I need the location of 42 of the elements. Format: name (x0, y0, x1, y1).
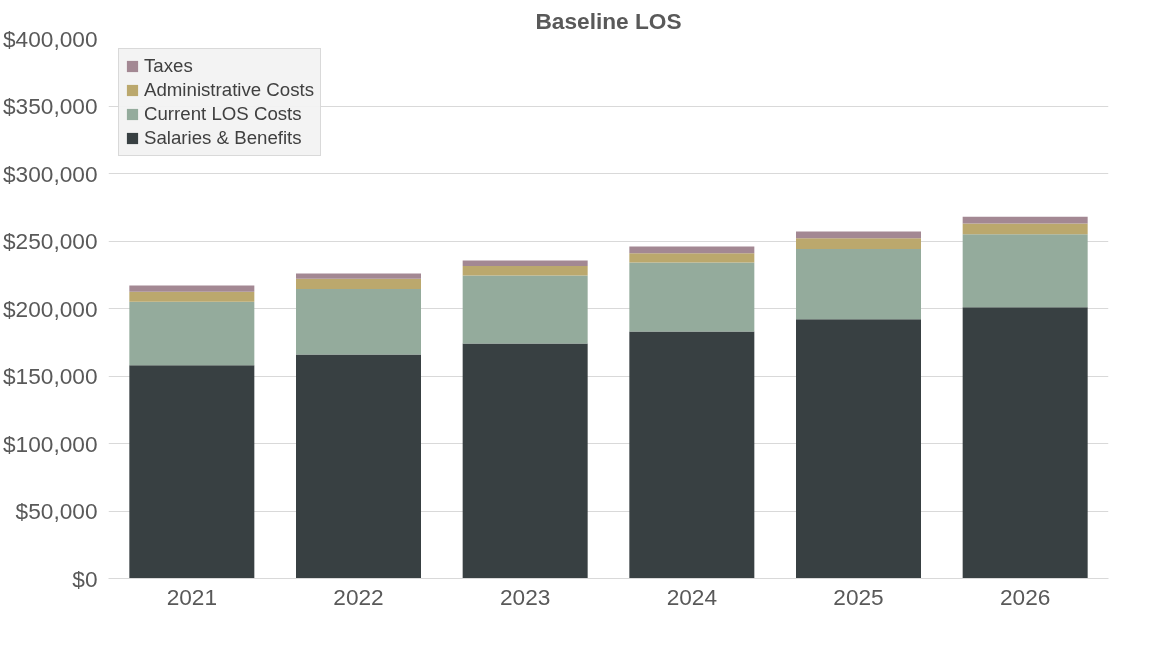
bar (462, 343, 588, 579)
y-tick-label: $350,000 (3, 93, 98, 119)
bar (962, 234, 1088, 308)
bar (129, 291, 255, 302)
y-tick-label: $50,000 (15, 498, 98, 524)
bar (462, 275, 588, 344)
bar (129, 365, 255, 579)
bar (629, 331, 755, 579)
x-tick-label: 2022 (333, 583, 384, 610)
x-tick-label: 2024 (666, 583, 718, 610)
bar (629, 253, 755, 263)
chart-title: Baseline LOS (535, 7, 682, 34)
bar (129, 285, 255, 292)
bar (962, 307, 1088, 579)
x-tick-label: 2023 (499, 583, 551, 610)
legend-label: Salaries & Benefits (144, 127, 302, 149)
bar (962, 223, 1088, 235)
y-tick-label: $0 (72, 565, 98, 592)
bar (629, 246, 755, 254)
x-tick-label: 2026 (999, 583, 1051, 610)
bar (796, 249, 921, 320)
x-tick-label: 2021 (166, 583, 218, 610)
bar (296, 288, 421, 355)
y-tick-label: $200,000 (3, 295, 98, 322)
legend-label: Taxes (144, 55, 193, 77)
bar (462, 265, 588, 276)
bar (296, 273, 421, 279)
y-tick-label: $300,000 (3, 160, 98, 187)
bar (129, 301, 255, 366)
y-tick-label: $100,000 (3, 430, 98, 457)
bar (796, 319, 921, 579)
bar (296, 278, 421, 289)
y-tick-label: $400,000 (3, 25, 98, 52)
legend-label: Current LOS Costs (144, 103, 302, 125)
bar (796, 238, 921, 250)
bar (462, 260, 588, 266)
x-tick-label: 2025 (833, 583, 884, 610)
y-tick-label: $250,000 (3, 228, 98, 254)
bar (629, 262, 755, 332)
y-tick-label: $150,000 (3, 363, 98, 389)
bar (296, 354, 421, 579)
legend-label: Administrative Costs (144, 79, 315, 101)
